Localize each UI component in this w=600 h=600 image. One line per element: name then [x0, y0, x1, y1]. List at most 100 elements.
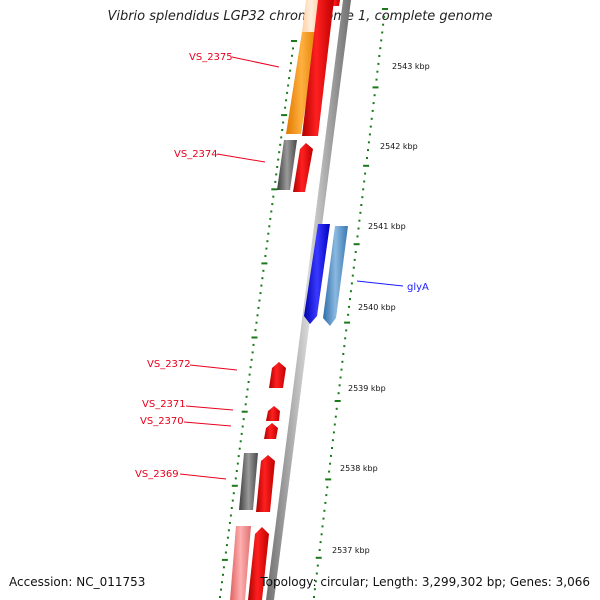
tick-minor	[348, 305, 350, 308]
tick-minor	[262, 269, 265, 272]
gene-label-vs2375: VS_2375	[189, 52, 233, 63]
gene-label-vs2374: VS_2374	[174, 149, 218, 160]
tick-minor	[356, 235, 359, 238]
tick-minor	[329, 462, 332, 465]
kbp-label-2541: 2541 kbp	[368, 222, 406, 231]
tick-minor	[267, 232, 270, 235]
kbp-label-2543: 2543 kbp	[392, 62, 430, 71]
tick-minor	[378, 55, 381, 57]
kbp-label-2542: 2542 kbp	[380, 142, 418, 151]
tick-minor	[289, 69, 292, 72]
gene-feature-vs2374-red	[293, 143, 313, 192]
label-line-vs2374	[216, 153, 266, 163]
kbp-label-2539: 2539 kbp	[348, 384, 386, 393]
gene-feature-vs2372	[269, 362, 286, 388]
tick-minor	[247, 381, 250, 383]
tick-minor	[232, 492, 235, 495]
tick-minor	[347, 313, 350, 316]
tick-major	[251, 336, 258, 339]
tick-minor	[264, 255, 267, 257]
tick-minor	[255, 321, 258, 324]
tick-minor	[352, 266, 355, 269]
tick-minor	[284, 106, 287, 109]
tick-minor	[376, 70, 379, 73]
tick-minor	[326, 486, 329, 489]
tick-minor	[236, 462, 239, 465]
tick-minor	[290, 62, 292, 65]
tick-minor	[222, 573, 224, 576]
tick-minor	[381, 31, 384, 34]
tick-minor	[250, 358, 253, 361]
gene-feature-vs2369-gray	[239, 453, 258, 510]
tick-minor	[224, 551, 227, 554]
tick-minor	[234, 477, 237, 480]
tick-minor	[285, 99, 288, 102]
tick-minor	[238, 447, 241, 450]
tick-minor	[239, 440, 242, 443]
tick-minor	[372, 102, 375, 105]
tick-minor	[343, 345, 346, 348]
tick-minor	[313, 596, 315, 598]
tick-minor	[281, 129, 284, 131]
gene-feature-salmon	[230, 526, 251, 600]
tick-minor	[288, 77, 291, 80]
inner-tick-track	[219, 40, 297, 598]
gene-label-lines	[179, 56, 404, 480]
tick-minor	[230, 507, 233, 509]
tick-minor	[219, 596, 221, 598]
tick-major	[281, 114, 288, 117]
topology-text: Topology: circular; Length: 3,299,302 bp…	[260, 575, 590, 589]
tick-minor	[231, 499, 234, 502]
tick-minor	[354, 251, 357, 253]
map-title: Vibrio splendidus LGP32 chromosome 1, co…	[107, 9, 493, 24]
kbp-label-2537: 2537 kbp	[332, 546, 370, 555]
gene-label-vs2369: VS_2369	[135, 469, 179, 480]
gene-feature-vs2375-orange	[286, 32, 317, 134]
tick-minor	[269, 217, 272, 220]
tick-minor	[279, 143, 282, 146]
tick-minor	[280, 136, 283, 139]
tick-minor	[292, 47, 294, 50]
accession-text: Accession: NC_011753	[9, 575, 146, 589]
label-line-vs2370	[183, 421, 232, 427]
label-line-vs2371	[185, 405, 234, 411]
tick-minor	[328, 470, 331, 473]
tick-minor	[276, 166, 279, 168]
tick-minor	[318, 549, 321, 551]
tick-minor	[222, 566, 225, 569]
tick-major	[271, 188, 278, 191]
tick-minor	[380, 39, 383, 42]
tick-minor	[282, 121, 285, 124]
tick-minor	[382, 23, 385, 26]
tick-minor	[229, 514, 232, 517]
label-line-vs2369	[179, 473, 227, 480]
tick-minor	[240, 432, 243, 435]
tick-major	[315, 556, 322, 559]
gene-feature-vs2369-red	[256, 455, 275, 512]
label-line-glya	[356, 280, 404, 287]
tick-minor	[257, 306, 260, 309]
tick-minor	[268, 225, 271, 228]
tick-minor	[249, 366, 252, 369]
tick-major	[353, 243, 360, 246]
tick-minor	[251, 351, 254, 354]
tick-minor	[373, 94, 376, 97]
tick-minor	[291, 54, 293, 57]
gene-feature-vs2370	[264, 423, 278, 439]
tick-major	[334, 400, 341, 402]
tick-minor	[339, 376, 342, 379]
tick-minor	[286, 91, 289, 94]
outer-tick-track	[313, 8, 388, 598]
tick-minor	[241, 425, 244, 428]
label-line-vs2375	[231, 56, 280, 68]
tick-minor	[371, 109, 374, 112]
tick-minor	[332, 431, 335, 434]
tick-minor	[245, 395, 248, 398]
tick-minor	[383, 15, 386, 18]
tick-minor	[260, 284, 263, 287]
tick-minor	[361, 196, 364, 199]
tick-minor	[359, 211, 362, 214]
tick-minor	[237, 455, 240, 458]
tick-minor	[342, 353, 345, 355]
tick-minor	[248, 373, 251, 376]
